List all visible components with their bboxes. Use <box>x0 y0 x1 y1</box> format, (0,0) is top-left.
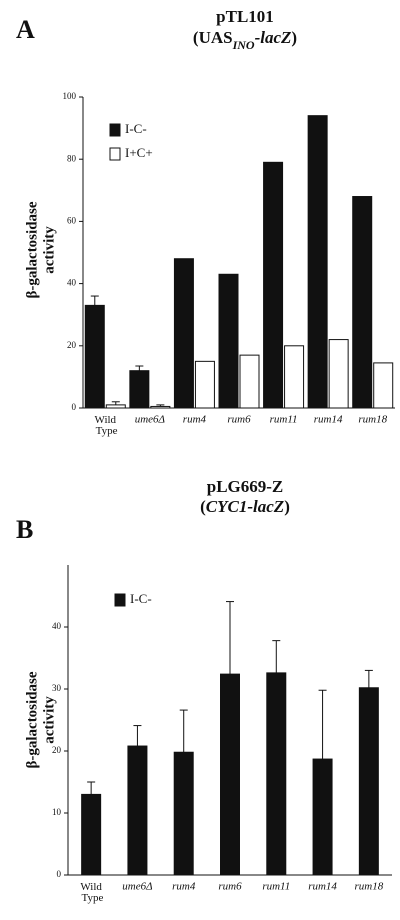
bar <box>307 115 328 409</box>
x-tick-label: rum6 <box>218 881 242 893</box>
chart-title: pTL101 <box>216 7 274 26</box>
x-tick-label: rum18 <box>358 414 387 426</box>
x-tick-label: rum14 <box>308 881 337 893</box>
y-axis-label: β-galactosidase <box>24 671 40 768</box>
y-tick-label: 0 <box>57 869 62 879</box>
legend-swatch <box>109 123 121 137</box>
bar <box>129 370 150 409</box>
bar <box>263 161 284 409</box>
x-tick-label: rum18 <box>354 881 383 893</box>
y-tick-label: 40 <box>52 621 62 631</box>
bar <box>194 360 215 409</box>
legend-label: I-C- <box>125 121 147 136</box>
x-tick-label: ume6Δ <box>122 881 152 893</box>
y-tick-label: 30 <box>52 683 62 693</box>
subtitle-part: ( <box>200 497 206 516</box>
bar <box>312 758 333 876</box>
legend-label: I-C- <box>130 591 152 606</box>
y-tick-label: 100 <box>63 91 77 101</box>
x-tick-label: ume6Δ <box>135 414 165 426</box>
x-tick-label: Wild Type <box>93 414 118 437</box>
y-axis-label: β-galactosidase <box>24 201 40 298</box>
x-tick-label: Wild Type <box>79 881 104 904</box>
bar <box>127 745 148 876</box>
y-tick-label: 20 <box>67 340 77 350</box>
subtitle-part: INO <box>232 38 255 52</box>
subtitle-part: (UAS <box>193 28 233 47</box>
panel-label: B <box>16 515 33 544</box>
y-tick-label: 80 <box>67 153 77 163</box>
bar <box>266 672 287 876</box>
y-tick-label: 20 <box>52 745 62 755</box>
legend-label: I+C+ <box>125 145 153 160</box>
chart-subtitle: (CYC1-lacZ) <box>200 497 290 516</box>
legend-swatch <box>109 147 121 161</box>
subtitle-part: CYC1-lacZ <box>206 497 284 516</box>
bar <box>218 273 239 409</box>
x-tick-label: rum4 <box>183 414 207 426</box>
bar <box>220 673 240 876</box>
subtitle-part: ) <box>284 497 290 516</box>
bar <box>150 405 171 409</box>
y-axis-label: activity <box>41 696 57 744</box>
x-tick-label: rum4 <box>172 881 196 893</box>
panel-label: A <box>16 15 35 44</box>
chart-title: pLG669-Z <box>207 477 284 496</box>
y-tick-label: 10 <box>52 807 62 817</box>
x-tick-label: rum6 <box>227 414 251 426</box>
legend-swatch <box>114 593 126 607</box>
y-tick-label: 40 <box>67 278 77 288</box>
bar <box>239 354 260 409</box>
bar <box>352 196 373 409</box>
bar <box>81 793 102 876</box>
y-tick-label: 60 <box>67 215 77 225</box>
bar <box>358 687 379 876</box>
bar <box>328 339 349 409</box>
bar <box>105 404 126 409</box>
bar <box>173 751 194 876</box>
bar <box>84 304 105 409</box>
subtitle-part: ) <box>291 28 297 47</box>
y-axis-label: activity <box>41 226 57 274</box>
y-tick-label: 0 <box>72 402 77 412</box>
bar <box>373 362 394 409</box>
x-tick-label: rum11 <box>262 881 290 893</box>
chart-subtitle: (UASINO-lacZ) <box>193 28 297 52</box>
bar <box>173 258 194 409</box>
x-tick-label: rum14 <box>314 414 343 426</box>
bar <box>284 345 305 409</box>
x-tick-label: rum11 <box>270 414 298 426</box>
subtitle-part: -lacZ <box>255 28 292 47</box>
